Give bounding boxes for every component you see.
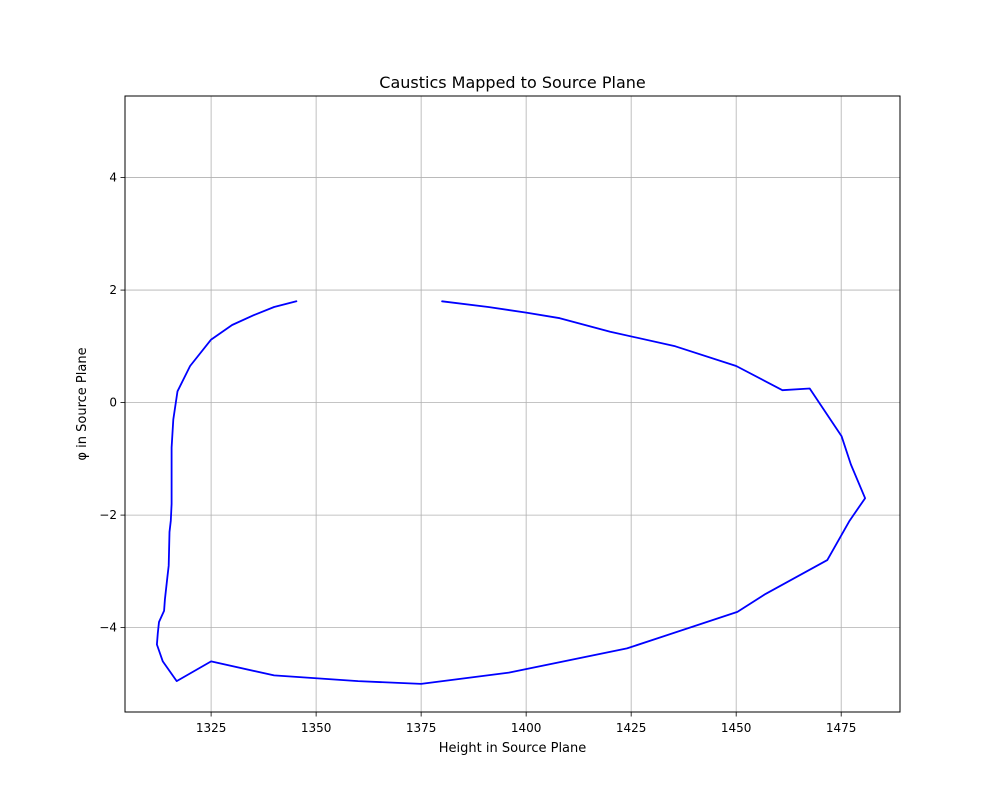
x-axis-label: Height in Source Plane [439, 741, 587, 756]
data-layer [155, 300, 866, 685]
y-tick-label: 4 [109, 171, 117, 185]
y-tick-label: −2 [99, 508, 117, 522]
x-tick-label: 1325 [196, 721, 227, 735]
x-tick-label: 1425 [616, 721, 647, 735]
x-tick-label: 1450 [721, 721, 752, 735]
y-tick-label: 2 [109, 283, 117, 297]
x-tick-label: 1475 [826, 721, 857, 735]
chart-title: Caustics Mapped to Source Plane [379, 73, 645, 92]
plot-frame [124, 95, 901, 713]
grid-layer [125, 96, 900, 712]
x-tick-label: 1375 [406, 721, 437, 735]
x-tick-label: 1400 [511, 721, 542, 735]
x-tick-label: 1350 [301, 721, 332, 735]
y-tick-label: −4 [99, 621, 117, 635]
y-axis-label: φ in Source Plane [75, 347, 90, 460]
tick-layer: 1325 1350 1375 1400 1425 1450 1475 −4 −2 0 2 4 [99, 171, 856, 735]
caustic-curve [155, 300, 866, 685]
y-tick-label: 0 [109, 396, 117, 410]
